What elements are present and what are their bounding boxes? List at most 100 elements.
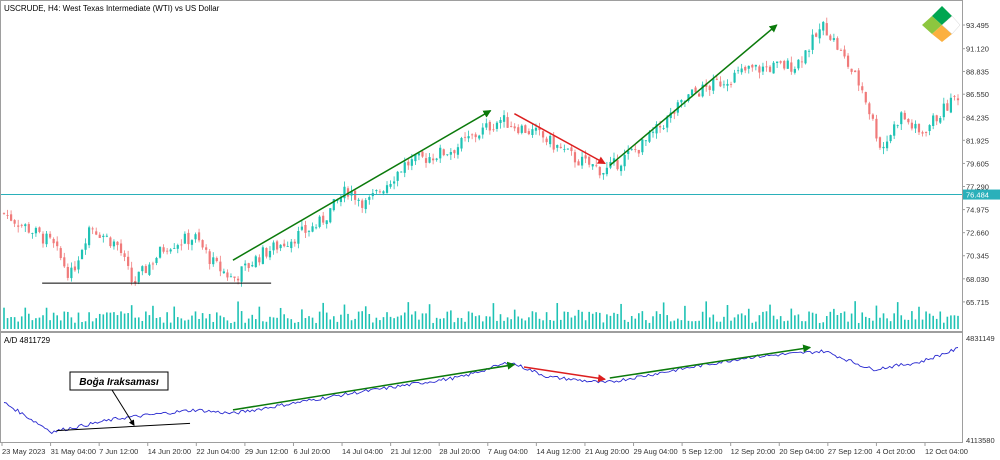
candle-body — [673, 111, 676, 114]
volume-bar — [322, 302, 324, 329]
candle-body — [261, 247, 264, 264]
volume-bar — [528, 317, 530, 329]
price-uptrend-arrow — [232, 110, 492, 261]
volume-bar — [155, 317, 158, 329]
volume-bar — [364, 306, 367, 329]
time-tick-label: 23 May 2023 — [2, 447, 45, 456]
volume-bar — [861, 312, 864, 329]
candle-body — [772, 62, 775, 74]
volume-bar — [953, 315, 956, 329]
candle-body — [690, 89, 694, 96]
volume-bar — [701, 311, 704, 329]
volume-bar — [662, 302, 665, 329]
volume-bar — [262, 321, 264, 329]
candle-body — [283, 243, 286, 247]
volume-bar — [627, 321, 629, 329]
ad-uptrend-arrow — [232, 361, 516, 411]
candle-body — [95, 231, 98, 235]
candle-body — [506, 117, 509, 128]
volume-bar — [524, 320, 527, 329]
volume-bar — [492, 303, 495, 329]
volume-bar — [567, 311, 569, 329]
volume-bar — [70, 317, 73, 329]
candle-body — [91, 228, 94, 230]
candle-body — [70, 267, 73, 279]
volume-bar — [152, 305, 154, 329]
volume-bar — [531, 311, 534, 329]
candle-body — [520, 125, 523, 133]
candle-body — [935, 115, 938, 122]
candle-body — [407, 161, 410, 166]
volume-bar — [35, 318, 37, 329]
candle-body — [382, 191, 385, 194]
volume-bar — [113, 312, 115, 329]
volume-bar — [804, 321, 807, 329]
candle-body — [811, 34, 814, 50]
candle-body — [456, 147, 460, 155]
volume-bar — [205, 318, 207, 329]
candle-body — [190, 240, 194, 245]
candle-body — [56, 241, 59, 247]
candle-body — [417, 153, 421, 156]
volume-bar — [549, 320, 551, 329]
volume-bar — [691, 321, 693, 329]
candle-body — [393, 181, 396, 184]
volume-bar — [808, 311, 810, 329]
volume-bar — [680, 320, 683, 329]
volume-bar — [421, 313, 424, 329]
volume-bar — [762, 311, 764, 329]
candle-body — [41, 233, 45, 244]
volume-bar — [918, 306, 920, 329]
candle-body — [325, 220, 328, 225]
volume-bar — [347, 313, 349, 329]
candle-body — [130, 267, 133, 282]
candle-body — [492, 129, 495, 131]
candle-body — [896, 125, 899, 127]
time-tick-label: 14 Jun 20:00 — [148, 447, 191, 456]
candle-body — [605, 167, 608, 175]
volume-bar — [485, 316, 488, 329]
volume-bar — [957, 315, 959, 329]
candle-body — [77, 260, 80, 270]
candle-body — [446, 154, 449, 156]
candle-body — [244, 263, 247, 266]
volume-bar — [311, 317, 314, 329]
volume-bar — [818, 322, 821, 329]
candle-body — [900, 112, 903, 125]
volume-bar — [496, 320, 498, 329]
main-chart-frame[interactable] — [0, 0, 963, 332]
candle-body — [740, 68, 743, 73]
candle-body — [38, 227, 41, 232]
candle-body — [921, 132, 924, 134]
candle-body — [669, 112, 672, 119]
candle-body — [208, 251, 211, 265]
volume-bar — [42, 315, 44, 329]
candle-body — [715, 78, 718, 80]
volume-bar — [400, 315, 403, 329]
volume-bar — [669, 321, 672, 329]
candle-body — [701, 84, 704, 97]
volume-bar — [91, 321, 94, 329]
volume-bar — [740, 313, 743, 329]
candle-body — [354, 190, 357, 200]
time-tick-label: 6 Jul 20:00 — [293, 447, 330, 456]
candle-body — [939, 118, 942, 123]
candle-body — [258, 257, 261, 263]
time-tick-label: 31 May 04:00 — [51, 447, 96, 456]
candle-body — [169, 249, 172, 252]
volume-bar — [843, 311, 846, 329]
volume-bar — [382, 317, 385, 329]
price-tick-label: 74.975 — [966, 206, 989, 215]
time-tick-label: 5 Sep 12:00 — [682, 447, 722, 456]
volume-bar — [357, 311, 360, 329]
candle-body — [403, 162, 406, 173]
candle-body — [726, 83, 729, 86]
candle-body — [34, 227, 38, 234]
volume-bar — [67, 311, 69, 329]
ad-uptrend-arrow — [609, 344, 812, 379]
candle-body — [807, 50, 811, 52]
candle-body — [556, 145, 559, 148]
volume-bar — [904, 319, 906, 329]
volume-bar — [591, 313, 594, 329]
candle-body — [829, 35, 832, 40]
